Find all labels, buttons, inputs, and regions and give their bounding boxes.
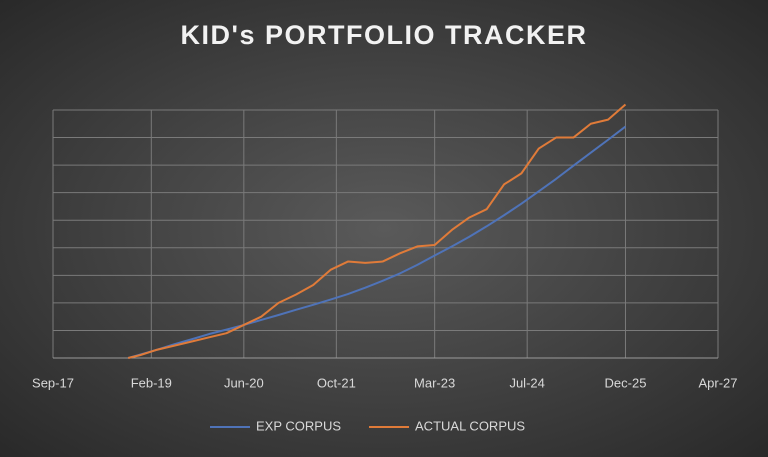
x-tick-label: Feb-19: [131, 375, 172, 390]
series-line: [127, 103, 627, 359]
legend-label: EXP CORPUS: [256, 418, 341, 433]
x-tick-label: Dec-25: [605, 375, 647, 390]
x-tick-label: Sep-17: [32, 375, 74, 390]
x-tick-label: Jun-20: [224, 375, 264, 390]
x-tick-label: Mar-23: [414, 375, 455, 390]
chart-title: KID's PORTFOLIO TRACKER: [181, 20, 588, 50]
series-line: [127, 125, 627, 359]
legend-label: ACTUAL CORPUS: [415, 418, 525, 433]
x-tick-label: Apr-27: [698, 375, 737, 390]
x-tick-label: Jul-24: [509, 375, 544, 390]
x-tick-label: Oct-21: [317, 375, 356, 390]
